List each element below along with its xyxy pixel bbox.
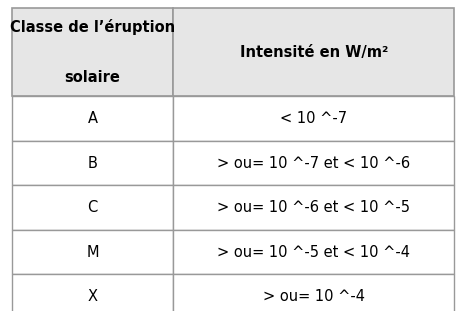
Bar: [173, 96, 454, 141]
Text: > ou= 10 ^-7 et < 10 ^-6: > ou= 10 ^-7 et < 10 ^-6: [217, 156, 411, 171]
Bar: [12, 141, 173, 185]
Text: < 10 ^-7: < 10 ^-7: [280, 111, 347, 126]
Bar: [173, 141, 454, 185]
Text: > ou= 10 ^-5 et < 10 ^-4: > ou= 10 ^-5 et < 10 ^-4: [217, 244, 410, 260]
Bar: [12, 96, 173, 141]
Bar: [12, 8, 173, 96]
Text: > ou= 10 ^-6 et < 10 ^-5: > ou= 10 ^-6 et < 10 ^-5: [217, 200, 410, 215]
Bar: [12, 185, 173, 230]
Bar: [173, 230, 454, 274]
Bar: [173, 274, 454, 311]
Bar: [12, 230, 173, 274]
Text: X: X: [88, 289, 97, 304]
Text: Classe de l’éruption

solaire: Classe de l’éruption solaire: [10, 20, 175, 85]
Bar: [173, 185, 454, 230]
Text: Intensité en W/m²: Intensité en W/m²: [240, 44, 388, 60]
Bar: [12, 274, 173, 311]
Text: > ou= 10 ^-4: > ou= 10 ^-4: [263, 289, 365, 304]
Text: B: B: [88, 156, 97, 171]
Text: A: A: [88, 111, 97, 126]
Bar: [173, 8, 454, 96]
Text: C: C: [87, 200, 97, 215]
Text: M: M: [86, 244, 99, 260]
